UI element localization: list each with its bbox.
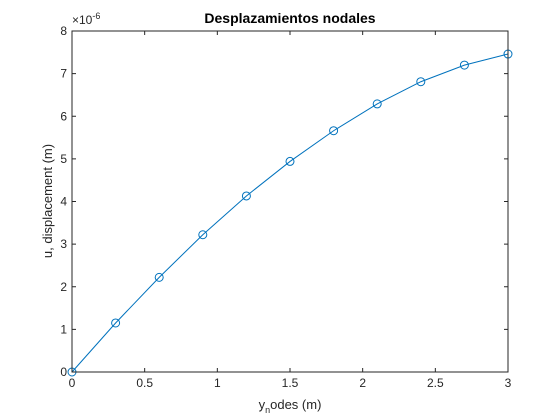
data-point-marker [285,156,295,166]
data-point-marker [329,126,339,136]
x-tick-label: 0.5 [136,376,153,390]
x-tick-label: 0 [69,376,76,390]
y-axis-label: u, displacement (m) [40,144,55,258]
data-layer [67,49,513,377]
exponent-power: -6 [92,11,100,21]
x-tick-label: 1.5 [282,376,299,390]
x-tick-label: 3 [505,376,512,390]
data-point-marker [459,60,469,70]
x-axis-label-subscript: n [265,405,270,415]
data-point-marker [416,77,426,87]
y-axis-ticks: 0 1 2 3 4 5 6 7 8 [60,24,508,379]
x-tick-label: 2 [359,376,366,390]
y-tick-label: 5 [60,152,67,166]
x-axis-label: ynodes (m) [259,397,322,415]
data-point-marker [198,230,208,240]
series-line [71,53,509,373]
data-point-marker [111,318,121,328]
y-tick-label: 7 [60,67,67,81]
plot-area [72,31,508,372]
y-tick-label: 2 [60,280,67,294]
y-axis-exponent: ×10-6 [72,11,100,27]
x-axis-label-rest: odes (m) [270,397,321,412]
data-point-marker [372,99,382,109]
x-axis-ticks: 0 0.5 1 1.5 2 2.5 3 [69,31,512,390]
chart-title: Desplazamientos nodales [204,10,375,26]
y-tick-label: 6 [60,109,67,123]
y-tick-label: 0 [60,365,67,379]
data-point-marker [154,272,164,282]
data-point-marker [241,191,251,201]
x-tick-label: 1 [214,376,221,390]
y-tick-label: 8 [60,24,67,38]
y-tick-label: 3 [60,237,67,251]
y-tick-label: 1 [60,322,67,336]
x-axis-label-main: y [259,397,266,412]
x-tick-label: 2.5 [427,376,444,390]
exponent-base: ×10 [72,13,93,27]
y-tick-label: 4 [60,195,67,209]
